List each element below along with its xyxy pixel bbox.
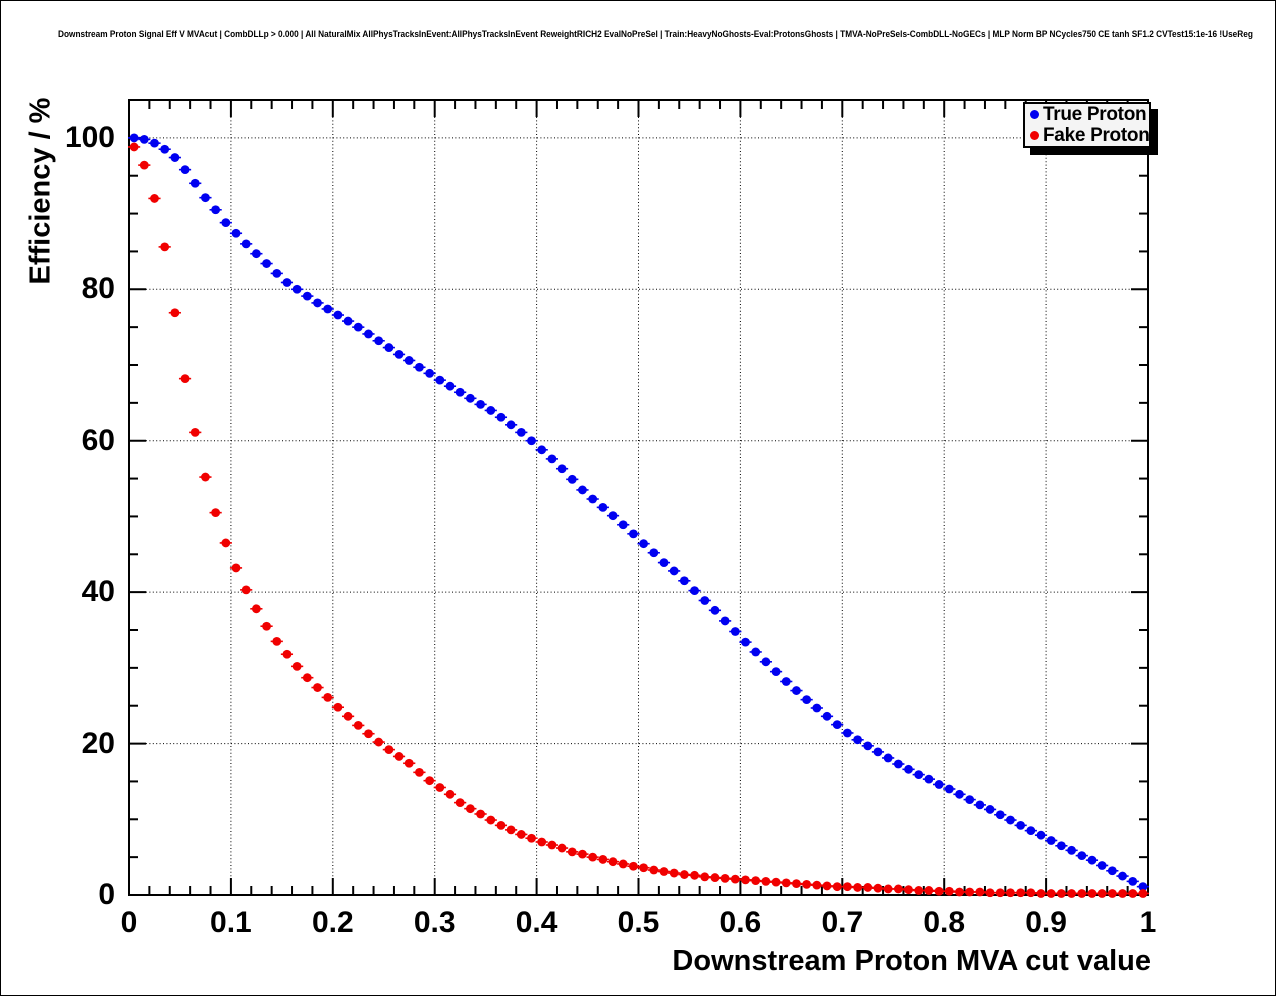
y-tick-label: 40 <box>81 575 115 609</box>
series-true-proton <box>128 133 1149 892</box>
x-tick-label: 0 <box>120 906 138 939</box>
legend-label-true-proton: True Proton <box>1043 103 1147 125</box>
x-tick-label: 0.5 <box>617 906 660 939</box>
x-tick-label: 0.3 <box>413 906 456 939</box>
y-tick-label: 20 <box>81 726 115 760</box>
x-tick-label: 0.4 <box>515 906 558 939</box>
legend-entry-fake-proton: Fake Proton <box>1025 124 1150 146</box>
x-tick-label: 0.1 <box>210 906 252 939</box>
y-tick-label: 0 <box>98 878 115 911</box>
legend-label-fake-proton: Fake Proton <box>1043 124 1150 146</box>
y-tick-label: 100 <box>64 120 115 154</box>
x-axis-title: Downstream Proton MVA cut value <box>672 945 1151 977</box>
x-tick-label: 0.9 <box>1025 906 1067 939</box>
x-tick-label: 0.6 <box>719 906 762 939</box>
legend-entry-true-proton: True Proton <box>1025 104 1149 125</box>
plot-title: Downstream Proton Signal Eff V MVAcut | … <box>58 29 1253 40</box>
legend: True Proton Fake Proton <box>1023 102 1151 148</box>
gridlines <box>129 100 1148 895</box>
fake-proton-marker-icon <box>1030 131 1039 140</box>
y-tick-label: 60 <box>81 423 115 457</box>
series-fake-proton <box>128 142 1149 898</box>
x-tick-label: 1 <box>1139 906 1157 939</box>
x-tick-label: 0.7 <box>821 906 864 939</box>
true-proton-marker-icon <box>1030 110 1039 119</box>
x-tick-label: 0.2 <box>311 906 354 939</box>
x-tick-label: 0.8 <box>923 906 966 939</box>
y-tick-label: 80 <box>81 272 115 306</box>
